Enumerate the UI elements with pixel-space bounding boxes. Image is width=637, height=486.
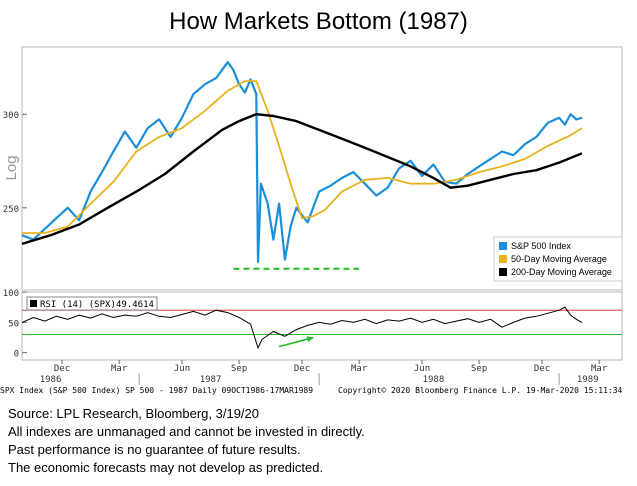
rsi-arrow <box>278 336 314 348</box>
legend-box <box>493 236 623 282</box>
x-axis: Dec Mar Jun Sep Dec Mar Jun Sep Dec Mar 1986 1987 19… <box>40 360 608 385</box>
legend-swatch-sp500 <box>499 242 507 250</box>
series-50dma-line <box>22 80 583 234</box>
x-month-label: Jun <box>414 364 430 374</box>
legend-swatch-50dma <box>499 255 507 263</box>
note-indexes: All indexes are unmanaged and cannot be … <box>8 424 365 439</box>
note-source: Source: LPL Research, Bloomberg, 3/19/20 <box>8 406 259 421</box>
x-year-label: 1988 <box>423 375 445 385</box>
legend-label-200dma: 200-Day Moving Average <box>511 267 612 277</box>
x-month-label: Dec <box>534 364 550 374</box>
series-sp500-line <box>21 61 583 263</box>
rsi-y-tick-label: 100 <box>3 289 19 299</box>
legend-label-50dma: 50-Day Moving Average <box>511 254 607 264</box>
x-month-label: Jun <box>174 364 190 374</box>
footer-bar-middle: Copyright© 2020 Bloomberg Finance L.P. <box>338 386 521 395</box>
x-month-label: Mar <box>351 364 368 374</box>
legend: S&P 500 Index 50-Day Moving Average 200-… <box>493 236 623 282</box>
main-y-tick-label: 250 <box>3 205 19 215</box>
rsi-label: RSI (14) (SPX) <box>40 300 116 310</box>
rsi-value: 49.4614 <box>116 300 154 310</box>
x-month-label: Mar <box>111 364 128 374</box>
legend-swatch-200dma <box>499 268 507 276</box>
legend-label-sp500: S&P 500 Index <box>511 241 571 251</box>
note-performance: Past performance is no guarantee of futu… <box>8 442 301 457</box>
footer-bar-left: SPX Index (S&P 500 Index) SP 500 - 1987 … <box>0 386 313 395</box>
rsi-y-tick-label: 50 <box>8 319 19 329</box>
main-y-axis-label: Log <box>3 155 20 180</box>
rsi-series-group <box>21 306 583 350</box>
main-y-tick-label: 300 <box>3 111 19 121</box>
x-month-label: Dec <box>294 364 310 374</box>
x-month-label: Mar <box>591 364 608 374</box>
page-title: How Markets Bottom (1987) <box>169 8 468 35</box>
x-year-label: 1986 <box>40 375 62 385</box>
note-forecasts: The economic forecasts may not develop a… <box>8 460 324 475</box>
series-200dma-line <box>21 113 583 246</box>
main-series-group <box>21 61 583 263</box>
rsi-y-tick-label: 0 <box>14 350 19 360</box>
x-year-label: 1989 <box>577 375 599 385</box>
footer-bar-right: 19-Mar-2020 15:11:34 <box>526 386 623 395</box>
main-y-ticks: 250 300 <box>3 111 27 215</box>
bloomberg-chart: Log 250 300 S&P 500 Index 50-Day Moving A… <box>0 46 623 395</box>
rsi-line <box>21 306 583 350</box>
x-month-label: Dec <box>54 364 70 374</box>
rsi-arrow-head <box>306 336 314 343</box>
x-year-label: 1987 <box>200 375 222 385</box>
rsi-label-box: RSI (14) (SPX) 49.4614 <box>26 296 158 311</box>
x-month-label: Sep <box>471 364 487 374</box>
x-month-label: Sep <box>231 364 247 374</box>
